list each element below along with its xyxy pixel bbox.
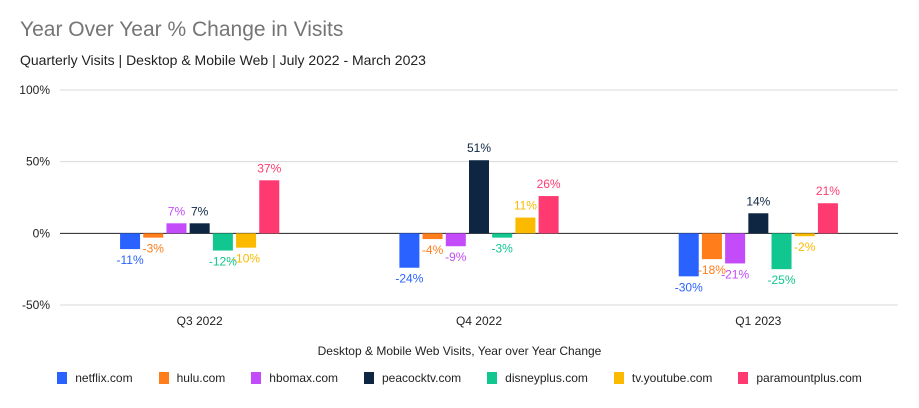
- legend-item: paramountplus.com: [738, 371, 862, 385]
- y-tick-label: 50%: [26, 155, 50, 169]
- bar: [120, 233, 141, 250]
- bar: [794, 233, 815, 237]
- data-label: 7%: [191, 204, 209, 218]
- legend-label: disneyplus.com: [505, 371, 588, 385]
- data-label: 37%: [257, 161, 281, 175]
- chart-title: Year Over Year % Change in Visits: [20, 18, 344, 41]
- bar: [469, 160, 489, 234]
- chart-subtitle: Quarterly Visits | Desktop & Mobile Web …: [20, 52, 426, 68]
- bar: [515, 217, 536, 234]
- data-label: -4%: [422, 243, 444, 257]
- legend-label: tv.youtube.com: [631, 371, 713, 385]
- data-label: -11%: [117, 253, 144, 267]
- data-label: 51%: [467, 141, 491, 155]
- y-tick-label: -50%: [22, 298, 50, 312]
- data-label: -21%: [721, 267, 749, 281]
- data-label: 7%: [168, 204, 186, 218]
- legend-item: hbomax.com: [251, 371, 338, 385]
- data-label: -12%: [209, 255, 237, 269]
- data-label: -3%: [143, 242, 165, 256]
- legend-item: disneyplus.com: [487, 371, 588, 385]
- data-label: -9%: [445, 250, 467, 264]
- legend-label: hbomax.com: [269, 371, 338, 385]
- data-label: -3%: [492, 242, 514, 256]
- data-label: 11%: [514, 199, 537, 213]
- data-label: -18%: [698, 263, 726, 277]
- x-tick-label: Q4 2022: [456, 314, 502, 328]
- bar: [236, 233, 257, 248]
- bar: [143, 233, 164, 238]
- data-label: 14%: [746, 194, 770, 208]
- data-label: -30%: [675, 280, 703, 294]
- data-label: 21%: [816, 184, 840, 198]
- bar: [445, 233, 466, 247]
- data-label: -2%: [794, 240, 816, 254]
- bar: [771, 233, 792, 270]
- data-label: -25%: [768, 273, 796, 287]
- legend-swatch: [487, 372, 498, 384]
- data-label: -10%: [232, 252, 260, 266]
- legend-item: tv.youtube.com: [613, 371, 713, 385]
- legend-label: hulu.com: [176, 371, 226, 385]
- y-tick-label: 0%: [33, 226, 51, 240]
- x-tick-label: Q1 2023: [735, 314, 781, 328]
- x-axis-label: Desktop & Mobile Web Visits, Year over Y…: [317, 344, 602, 358]
- legend-item: netflix.com: [57, 371, 133, 385]
- data-label: 26%: [537, 177, 561, 191]
- bar: [166, 223, 187, 234]
- y-tick-label: 100%: [19, 83, 50, 97]
- legend-label: netflix.com: [75, 371, 133, 385]
- x-tick-label: Q3 2022: [177, 314, 223, 328]
- bar: [259, 180, 280, 234]
- bar: [399, 233, 420, 268]
- bar-chart: -50%0%50%100%Q3 2022-11%-3%7% 7%-12%-10%3…: [19, 83, 898, 328]
- bar: [817, 203, 838, 234]
- bar: [212, 233, 233, 251]
- bar: [492, 233, 513, 238]
- legend-item: hulu.com: [158, 371, 226, 385]
- bar: [538, 196, 559, 234]
- bar: [701, 233, 722, 260]
- bar: [748, 213, 769, 234]
- legend-swatch: [251, 372, 262, 384]
- legend-label: peacocktv.com: [382, 371, 462, 385]
- bar: [678, 233, 699, 277]
- legend-label: paramountplus.com: [756, 371, 862, 385]
- legend-item: peacocktv.com: [364, 371, 461, 385]
- bar: [725, 233, 746, 264]
- legend: netflix.com hulu.com hbomax.com peacocktv.c…: [0, 371, 919, 385]
- legend-swatch: [738, 372, 749, 384]
- data-label: -24%: [395, 272, 423, 286]
- legend-swatch: [364, 372, 374, 384]
- legend-swatch: [158, 372, 169, 384]
- legend-swatch: [57, 372, 68, 384]
- legend-swatch: [613, 372, 624, 384]
- bar: [422, 233, 443, 240]
- bar: [189, 223, 210, 234]
